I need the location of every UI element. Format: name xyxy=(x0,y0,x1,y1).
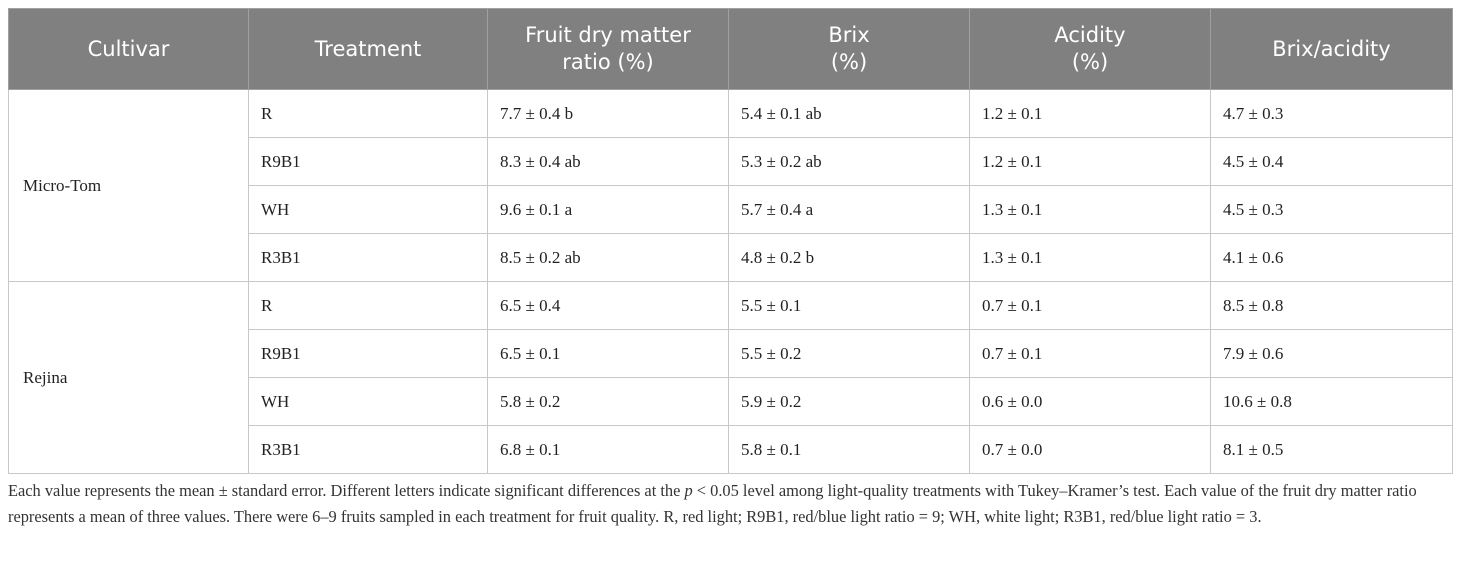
cultivar-cell: Micro-Tom xyxy=(8,89,249,282)
value-cell: 5.4 ± 0.1 ab xyxy=(728,89,970,138)
table-row: WH 9.6 ± 0.1 a 5.7 ± 0.4 a 1.3 ± 0.1 4.5 ± 0… xyxy=(9,185,1453,234)
header-text: (%) xyxy=(830,50,868,74)
table-row: Micro-Tom R 7.7 ± 0.4 b 5.4 ± 0.1 ab 1.2 ± 0… xyxy=(8,89,1453,282)
header-cell: Cultivar xyxy=(8,8,249,90)
value-cell: 8.5 ± 0.8 xyxy=(1210,281,1453,330)
footnote-italic: p xyxy=(684,481,693,500)
header-text: Acidity xyxy=(1054,23,1126,47)
value-cell: 5.5 ± 0.2 xyxy=(728,329,970,378)
value-cell: 0.6 ± 0.0 xyxy=(969,377,1211,426)
value-cell: 1.3 ± 0.1 xyxy=(969,233,1211,282)
header-cell: Brix/acidity xyxy=(1210,8,1453,90)
value-cell: 8.3 ± 0.4 ab xyxy=(487,137,729,186)
treatment-cell: R3B1 xyxy=(248,233,488,282)
header-text: Cultivar xyxy=(87,36,170,61)
value-cell: 4.8 ± 0.2 b xyxy=(728,233,970,282)
header-cell: Acidity (%) xyxy=(969,8,1211,90)
table-row: Rejina R 6.5 ± 0.4 5.5 ± 0.1 0.7 ± 0.1 8.5 ± … xyxy=(8,281,1453,474)
header-cell: Fruit dry matter ratio (%) xyxy=(487,8,729,90)
value-cell: 6.5 ± 0.4 xyxy=(487,281,729,330)
value-cell: 7.7 ± 0.4 b xyxy=(487,89,729,138)
value-cell: 10.6 ± 0.8 xyxy=(1210,377,1453,426)
value-cell: 6.5 ± 0.1 xyxy=(487,329,729,378)
header-row: Cultivar Treatment Fruit dry matter ratio (… xyxy=(8,8,1453,90)
header-text: (%) xyxy=(1071,50,1109,74)
treatment-cell: WH xyxy=(248,377,488,426)
treatment-cell: R9B1 xyxy=(248,137,488,186)
value-cell: 6.8 ± 0.1 xyxy=(487,425,729,474)
cultivar-cell: Rejina xyxy=(8,281,249,474)
table-row: R3B1 8.5 ± 0.2 ab 4.8 ± 0.2 b 1.3 ± 0.1 4.1 … xyxy=(9,233,1453,282)
footnote-text: Each value represents the mean ± standar… xyxy=(8,481,685,500)
value-cell: 4.5 ± 0.3 xyxy=(1210,185,1453,234)
header-text: Treatment xyxy=(314,36,422,61)
footnote-text: < 0.05 level among light-quality treatme… xyxy=(8,481,1417,526)
value-cell: 0.7 ± 0.1 xyxy=(969,281,1211,330)
value-cell: 4.1 ± 0.6 xyxy=(1210,233,1453,282)
value-cell: 8.1 ± 0.5 xyxy=(1210,425,1453,474)
value-cell: 4.5 ± 0.4 xyxy=(1210,137,1453,186)
value-cell: 7.9 ± 0.6 xyxy=(1210,329,1453,378)
footnote: Each value represents the mean ± standar… xyxy=(8,478,1454,530)
value-cell: 1.2 ± 0.1 xyxy=(969,137,1211,186)
value-cell: 1.3 ± 0.1 xyxy=(969,185,1211,234)
value-cell: 9.6 ± 0.1 a xyxy=(487,185,729,234)
treatment-cell: R3B1 xyxy=(248,425,488,474)
table-row: R9B1 8.3 ± 0.4 ab 5.3 ± 0.2 ab 1.2 ± 0.1 4.5… xyxy=(9,137,1453,186)
value-cell: 5.3 ± 0.2 ab xyxy=(728,137,970,186)
header-text: ratio (%) xyxy=(562,50,654,74)
table-row: WH 5.8 ± 0.2 5.9 ± 0.2 0.6 ± 0.0 10.6 ± 0.8 xyxy=(9,377,1453,426)
value-cell: 5.9 ± 0.2 xyxy=(728,377,970,426)
data-table: Cultivar Treatment Fruit dry matter ratio (… xyxy=(8,8,1453,474)
treatment-cell: R xyxy=(248,281,488,330)
table-body: Micro-Tom R 7.7 ± 0.4 b 5.4 ± 0.1 ab 1.2 ± 0… xyxy=(8,89,1453,474)
table-row: R3B1 6.8 ± 0.1 5.8 ± 0.1 0.7 ± 0.0 8.1 ± 0.5 xyxy=(9,425,1453,474)
header-cell: Treatment xyxy=(248,8,488,90)
treatment-cell: R xyxy=(248,89,488,138)
header-text: Brix/acidity xyxy=(1272,36,1391,61)
table-row: R9B1 6.5 ± 0.1 5.5 ± 0.2 0.7 ± 0.1 7.9 ± 0.6 xyxy=(9,329,1453,378)
value-cell: 5.8 ± 0.2 xyxy=(487,377,729,426)
header-cell: Brix (%) xyxy=(728,8,970,90)
header-text: Brix xyxy=(828,23,870,47)
value-cell: 5.5 ± 0.1 xyxy=(728,281,970,330)
value-cell: 0.7 ± 0.0 xyxy=(969,425,1211,474)
value-cell: 5.7 ± 0.4 a xyxy=(728,185,970,234)
value-cell: 1.2 ± 0.1 xyxy=(969,89,1211,138)
value-cell: 8.5 ± 0.2 ab xyxy=(487,233,729,282)
value-cell: 5.8 ± 0.1 xyxy=(728,425,970,474)
value-cell: 4.7 ± 0.3 xyxy=(1210,89,1453,138)
header-text: Fruit dry matter xyxy=(525,23,691,47)
treatment-cell: WH xyxy=(248,185,488,234)
treatment-cell: R9B1 xyxy=(248,329,488,378)
value-cell: 0.7 ± 0.1 xyxy=(969,329,1211,378)
